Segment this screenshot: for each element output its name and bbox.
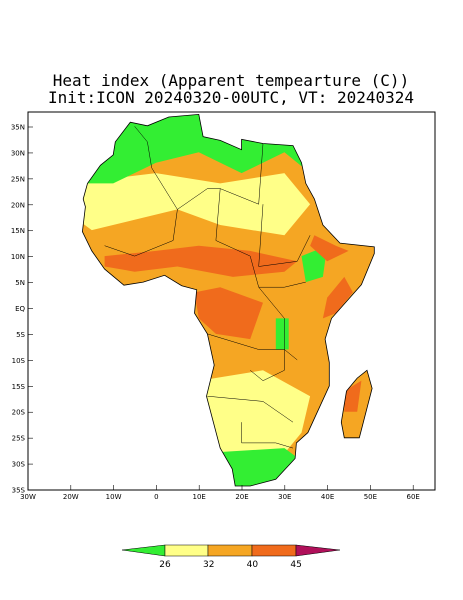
heat-field: [82, 114, 375, 487]
lat-label: EQ: [15, 305, 25, 313]
lat-label: 35N: [11, 124, 25, 132]
heat-zone: [104, 245, 298, 277]
colorbar: [121, 544, 341, 557]
lon-label: 30W: [20, 493, 36, 501]
lat-label: 35S: [12, 487, 26, 495]
colorbar-segment: [251, 544, 297, 557]
colorbar-segment: [295, 544, 341, 557]
map-frame: [27, 111, 436, 491]
lon-label: 10E: [193, 493, 206, 501]
lat-label: 15N: [11, 227, 25, 235]
title: Heat index (Apparent tempearture (C)): [53, 71, 409, 90]
border: [134, 126, 264, 210]
lat-label: 10S: [12, 357, 26, 365]
heat-zone: [310, 235, 349, 262]
colorbar-label: 26: [159, 560, 171, 570]
lon-label: 20W: [63, 493, 79, 501]
lat-label: 5N: [15, 279, 25, 287]
colorbar-segment: [207, 544, 253, 557]
heat-zone: [198, 370, 311, 475]
lat-label: 30N: [11, 149, 25, 157]
lon-label: 0: [154, 493, 158, 501]
colorbar-label: 45: [290, 560, 301, 570]
lon-label: 40E: [321, 493, 334, 501]
heat-zone: [275, 318, 289, 350]
lat-label: 5S: [16, 331, 25, 339]
map: [81, 113, 375, 487]
border: [104, 209, 178, 257]
colorbar-label: 40: [247, 560, 259, 570]
colorbar-segment: [164, 544, 209, 557]
border: [207, 333, 298, 361]
lat-label: 25N: [11, 175, 25, 183]
coastline: [81, 113, 375, 487]
lat-label: 10N: [11, 253, 25, 261]
heat-zone: [194, 287, 263, 340]
subtitle: Init:ICON 20240320-00UTC, VT: 20240324: [48, 88, 414, 107]
lon-label: 60E: [407, 493, 420, 501]
ticks: 35N 30N 25N 20N 15N 10N 5N EQ 5S 10S 15S 20S 25S 30S 3…: [11, 124, 420, 502]
lon-label: 30E: [278, 493, 291, 501]
lat-label: 20S: [12, 409, 26, 417]
lat-label: 15S: [12, 383, 26, 391]
border: [250, 287, 285, 381]
heat-zone: [82, 173, 311, 236]
border: [207, 395, 294, 423]
lat-label: 20N: [11, 201, 25, 209]
lat-label: 30S: [12, 461, 26, 469]
border: [258, 204, 311, 267]
border: [241, 422, 294, 449]
border: [215, 188, 306, 288]
lon-label: 50E: [364, 493, 377, 501]
colorbar-label: 32: [203, 560, 214, 570]
colorbar-segment: [121, 544, 166, 557]
heat-zone: [322, 276, 353, 319]
lon-label: 10W: [106, 493, 122, 501]
heat-zone: [198, 448, 306, 487]
lon-label: 20E: [235, 493, 248, 501]
lat-label: 25S: [12, 435, 26, 443]
colorbar-labels: 26 32 40 45: [159, 560, 302, 570]
